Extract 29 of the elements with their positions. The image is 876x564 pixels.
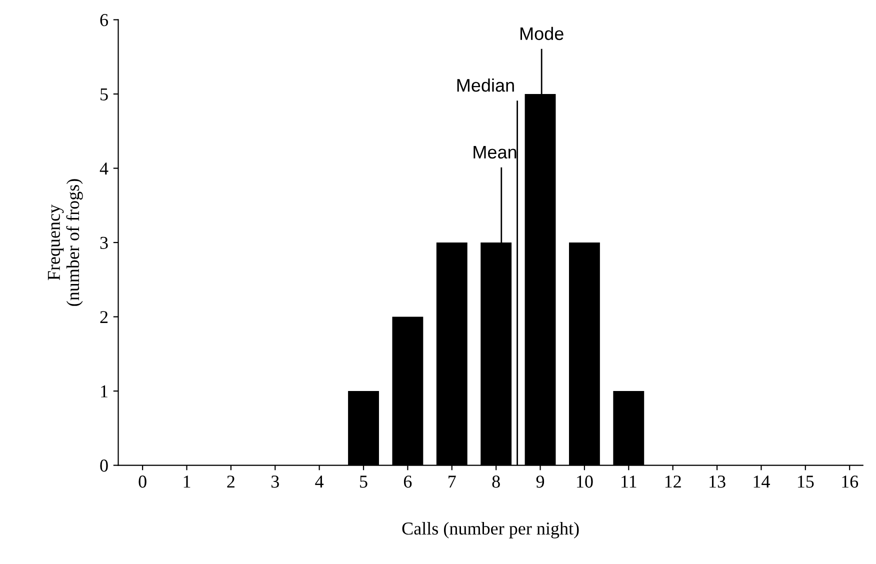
y-tick-label: 3 bbox=[100, 236, 108, 249]
y-tick-label: 4 bbox=[100, 162, 108, 175]
x-tick-label: 7 bbox=[448, 476, 456, 488]
ref-line-label: Mean bbox=[474, 146, 516, 159]
x-tick-label: 0 bbox=[138, 476, 146, 488]
y-tick-label: 5 bbox=[100, 88, 108, 100]
x-tick-label: 8 bbox=[492, 476, 500, 488]
x-tick-label: 3 bbox=[271, 476, 279, 488]
x-tick-label: 13 bbox=[710, 476, 726, 488]
x-tick-label: 15 bbox=[798, 476, 814, 488]
x-tick-label: 4 bbox=[315, 476, 324, 488]
y-tick-label: 1 bbox=[101, 385, 108, 398]
ref-line-label: Mode bbox=[520, 26, 564, 40]
y-tick-label: 2 bbox=[100, 311, 108, 324]
x-tick-label: 14 bbox=[754, 476, 770, 488]
ref-line-label: Median bbox=[457, 78, 514, 92]
x-tick-label: 1 bbox=[184, 476, 190, 488]
x-tick-label: 6 bbox=[404, 476, 412, 488]
x-tick-label: 10 bbox=[577, 476, 593, 488]
y-axis-title: Frequency (number of frogs) bbox=[48, 179, 83, 306]
x-axis-title: Calls (number per night) bbox=[402, 522, 579, 538]
y-tick-label: 0 bbox=[100, 460, 108, 472]
x-tick-label: 11 bbox=[622, 476, 636, 488]
y-tick-label: 6 bbox=[100, 14, 108, 26]
x-tick-label: 9 bbox=[536, 476, 544, 488]
x-tick-label: 12 bbox=[665, 476, 681, 488]
x-tick-label: 16 bbox=[842, 476, 858, 488]
x-tick-label: 2 bbox=[227, 476, 234, 488]
x-tick-label: 5 bbox=[360, 476, 368, 488]
